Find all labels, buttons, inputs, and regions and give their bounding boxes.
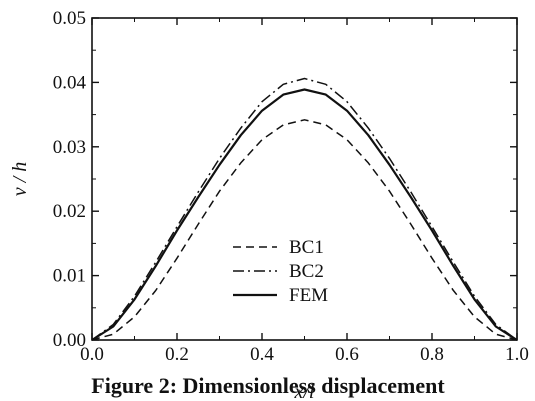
x-tick-label: 0.6 xyxy=(335,344,359,365)
legend-label-bc2: BC2 xyxy=(289,261,324,282)
x-axis-title: x/l xyxy=(294,381,315,401)
x-tick-label: 1.0 xyxy=(505,344,529,365)
y-tick-label: 0.01 xyxy=(53,266,86,287)
y-tick-label: 0.03 xyxy=(53,137,86,158)
legend-label-bc1: BC1 xyxy=(289,237,324,258)
y-tick-label: 0.04 xyxy=(53,72,87,93)
figure-caption: Figure 2: Dimensionless displacement xyxy=(91,373,445,398)
x-tick-label: 0.8 xyxy=(420,344,444,365)
series-line-fem xyxy=(91,88,518,341)
x-tick-label: 0.4 xyxy=(250,344,274,365)
y-axis-title: v / h xyxy=(9,162,31,196)
y-tick-label: 0.00 xyxy=(53,330,86,351)
series-line-bc2 xyxy=(91,77,518,341)
x-tick-label: 0.2 xyxy=(165,344,189,365)
x-tick-label: 0.0 xyxy=(80,344,104,365)
plot-area: 0.0 0.2 0.4 0.6 0.8 1.0 0.00 0.01 0.02 0.03 0.04 0.… xyxy=(9,8,529,401)
y-tick-label: 0.05 xyxy=(53,8,86,29)
legend-label-fem: FEM xyxy=(289,285,328,306)
y-tick-label: 0.02 xyxy=(53,201,86,222)
series-line-bc1 xyxy=(91,119,518,341)
